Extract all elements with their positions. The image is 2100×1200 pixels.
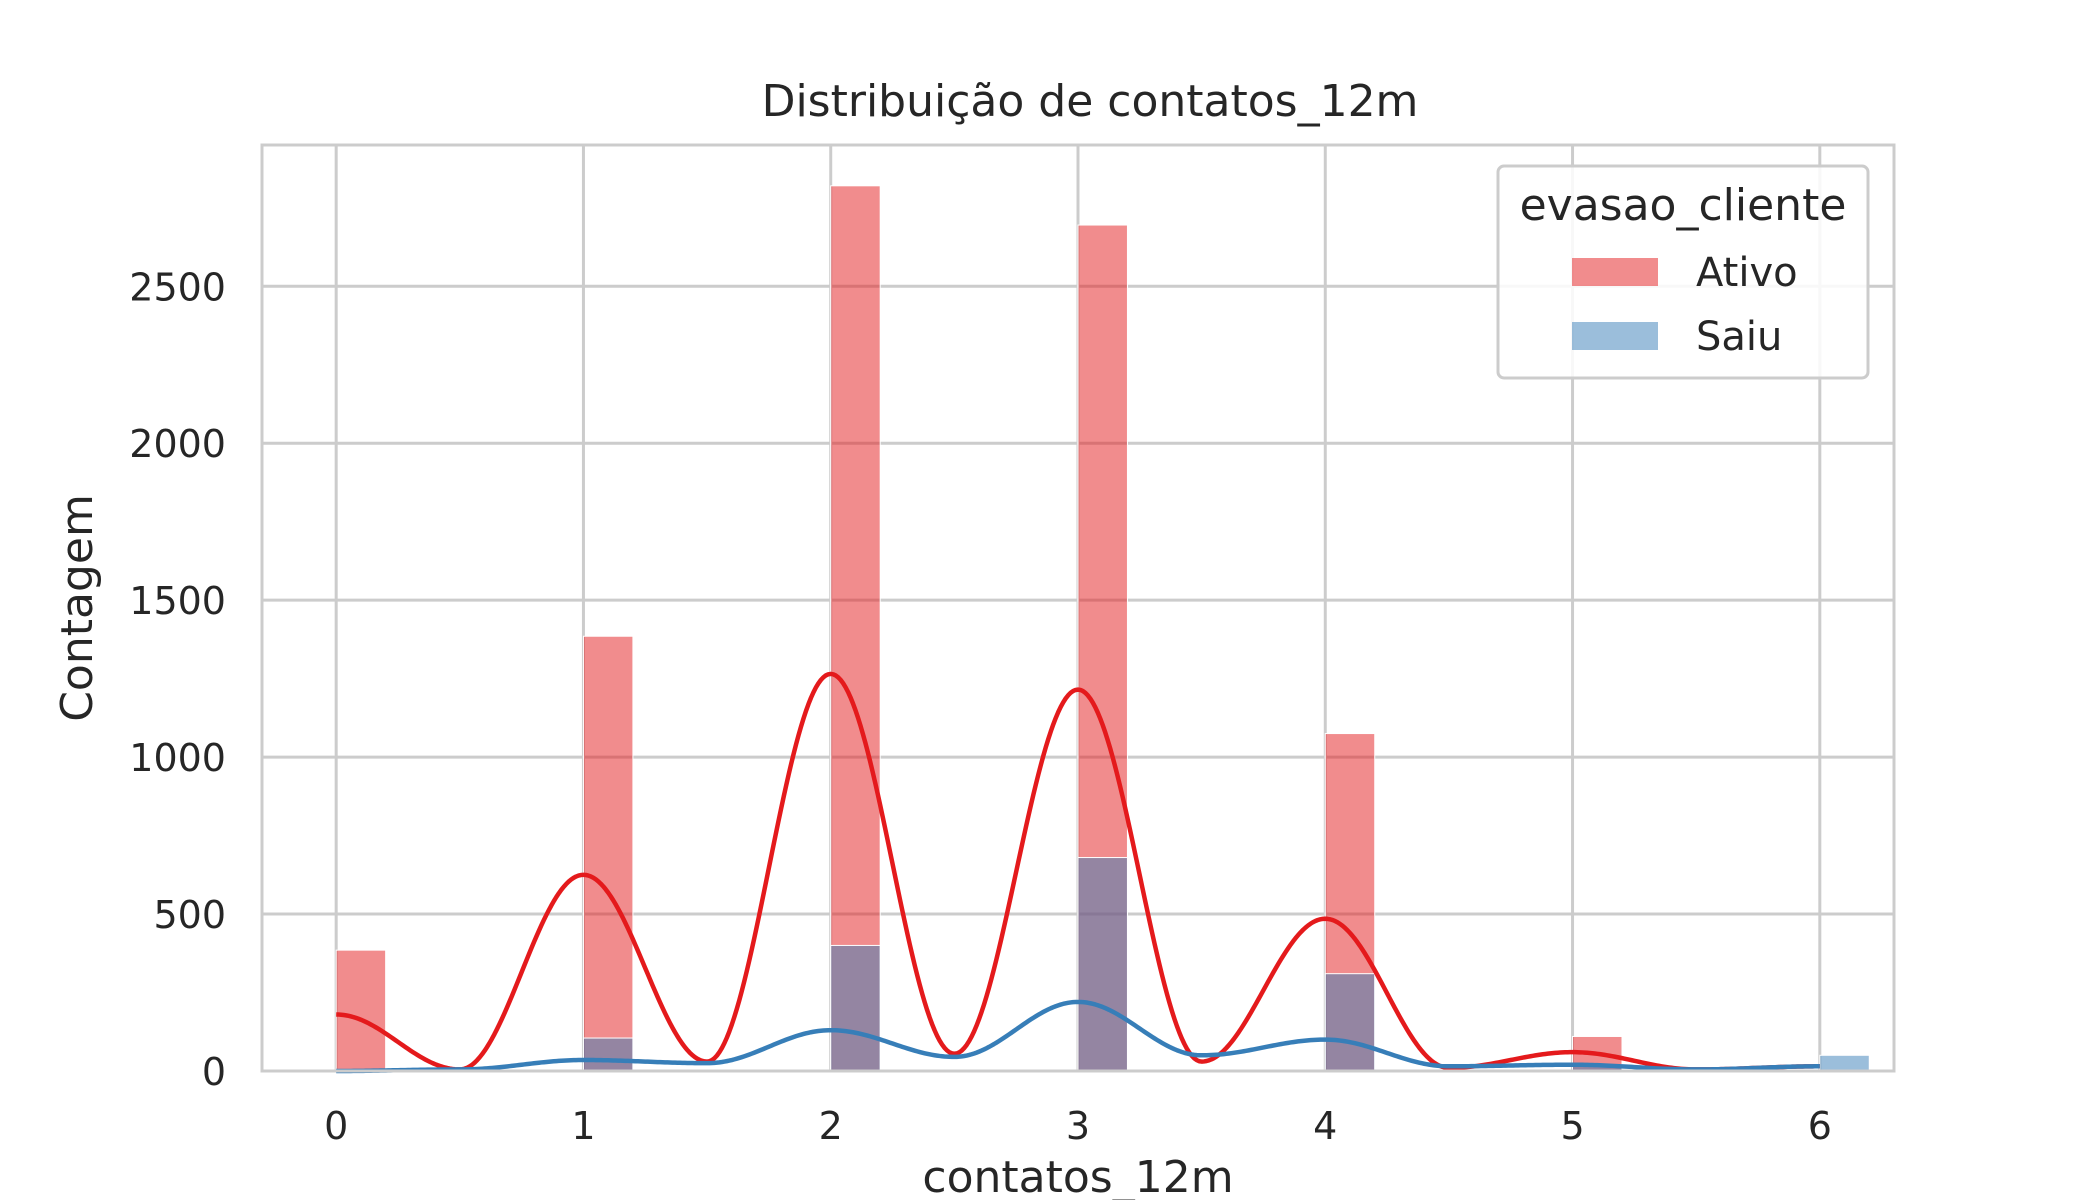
x-tick-labels: 0 1 2 3 4 5 6 — [324, 1104, 1832, 1148]
x-tick-label: 4 — [1313, 1104, 1337, 1148]
kde-curves — [336, 671, 1820, 1074]
bar-saiu-2 — [830, 944, 881, 1072]
y-tick-label: 2000 — [129, 422, 226, 466]
legend-title: evasao_cliente — [1520, 180, 1847, 231]
bar-ativo-0 — [335, 949, 387, 1072]
y-axis-label: Contagem — [52, 494, 103, 722]
y-tick-label: 1000 — [129, 736, 226, 780]
legend-swatch-saiu — [1572, 322, 1658, 350]
chart-title: Distribuição de contatos_12m — [762, 76, 1419, 127]
bar-saiu-1 — [582, 1037, 634, 1072]
y-tick-labels: 0 500 1000 1500 2000 2500 — [129, 265, 226, 1094]
x-tick-label: 0 — [324, 1104, 348, 1148]
x-axis-label: contatos_12m — [922, 1152, 1233, 1200]
bar-ativo-1 — [582, 635, 634, 1072]
legend-label-saiu: Saiu — [1696, 314, 1782, 360]
x-tick-label: 3 — [1066, 1104, 1090, 1148]
bar-ativo-2 — [830, 185, 881, 1072]
x-tick-label: 1 — [571, 1104, 595, 1148]
kde-line-saiu — [336, 999, 1820, 1074]
bar-saiu-4 — [1324, 973, 1376, 1072]
legend-label-ativo: Ativo — [1696, 250, 1798, 296]
x-tick-label: 6 — [1808, 1104, 1832, 1148]
x-tick-label: 2 — [819, 1104, 843, 1148]
y-tick-label: 1500 — [129, 579, 226, 623]
legend-swatch-ativo — [1572, 258, 1658, 286]
kde-line-ativo — [336, 671, 1820, 1072]
y-tick-label: 0 — [202, 1050, 226, 1094]
y-tick-label: 2500 — [129, 265, 226, 309]
y-tick-label: 500 — [153, 893, 226, 937]
bars — [335, 185, 1870, 1072]
bar-saiu-3 — [1077, 857, 1128, 1072]
plot-frame — [260, 143, 1896, 1073]
x-tick-label: 5 — [1560, 1104, 1584, 1148]
bar-saiu-6 — [1819, 1054, 1870, 1072]
legend: evasao_cliente Ativo Saiu — [1496, 164, 1870, 380]
